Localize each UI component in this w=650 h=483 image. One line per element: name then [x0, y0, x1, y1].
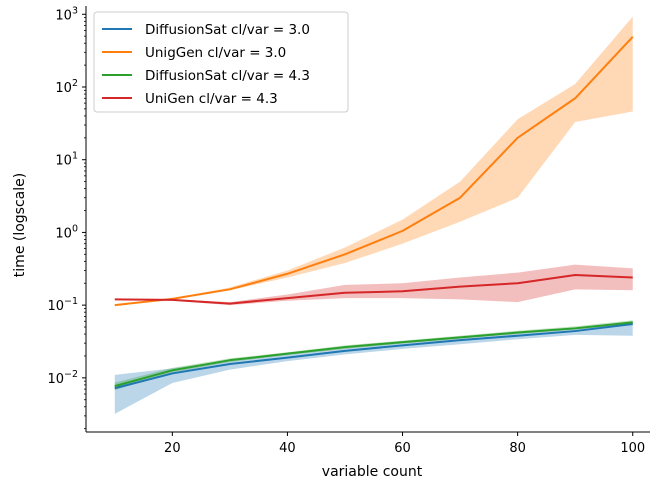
series-line-1 [114, 36, 634, 307]
y-tick-label: 103 [55, 5, 78, 23]
y-tick-label: 10−1 [47, 296, 78, 314]
series-band-3 [114, 264, 633, 306]
x-tick-label: 20 [164, 441, 181, 456]
legend-label-3: UniGen cl/var = 4.3 [145, 91, 278, 107]
legend: DiffusionSat cl/var = 3.0 UnigGen cl/var … [93, 11, 349, 113]
series-lines [114, 36, 634, 390]
x-tick-label: 40 [279, 441, 296, 456]
y-tick-label: 10−2 [47, 369, 78, 387]
legend-label-1: UnigGen cl/var = 3.0 [145, 45, 286, 61]
series-band-1 [114, 16, 633, 306]
legend-label-0: DiffusionSat cl/var = 3.0 [145, 22, 310, 38]
x-tick-label: 100 [620, 441, 645, 456]
x-ticks: 20 40 60 80 100 [164, 432, 645, 456]
y-tick-label: 100 [55, 223, 78, 241]
x-tick-label: 60 [394, 441, 411, 456]
x-axis-label: variable count [322, 464, 423, 480]
y-axis-label: time (logscale) [12, 173, 28, 277]
series-line-0 [114, 323, 633, 390]
y-tick-label: 102 [55, 78, 78, 96]
y-tick-label: 101 [55, 151, 78, 169]
legend-label-2: DiffusionSat cl/var = 4.3 [145, 68, 310, 84]
legend-frame [93, 11, 349, 113]
axes [85, 6, 650, 433]
series-line-2 [114, 321, 633, 388]
series-line-3 [114, 273, 633, 305]
x-tick-label: 80 [509, 441, 526, 456]
y-ticks: 10−2 10−1 100 101 102 103 [47, 5, 86, 430]
